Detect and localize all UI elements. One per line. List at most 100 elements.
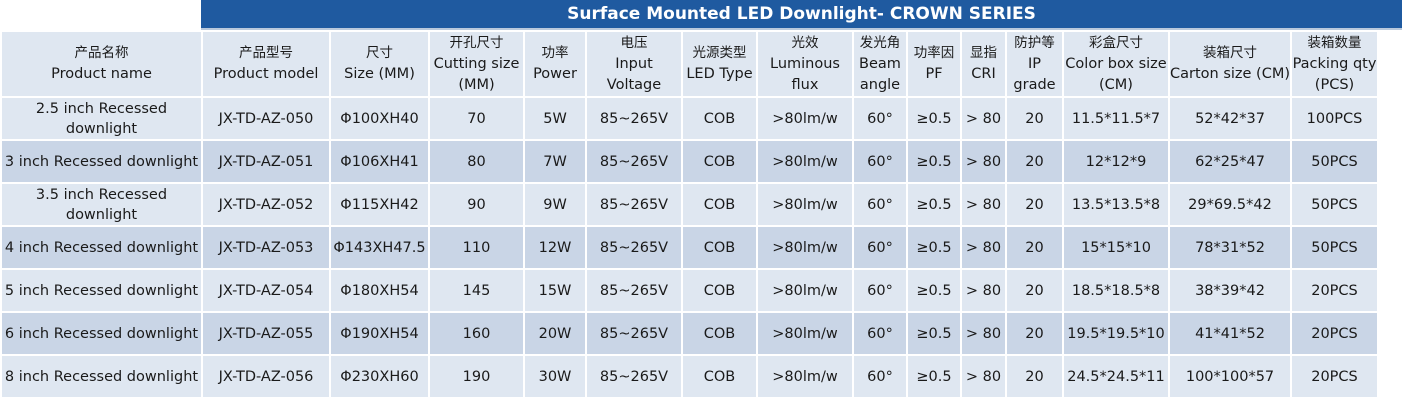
- header-power-zh: 功率: [541, 45, 569, 61]
- cell-beam-angle: 60°: [852, 139, 908, 184]
- cell-power: 12W: [523, 225, 587, 270]
- header-size-en: Size (MM): [344, 66, 415, 82]
- table-row: 6 inch Recessed downlight JX-TD-AZ-055 Φ19…: [0, 311, 1379, 356]
- cell-cri: > 80: [960, 139, 1007, 184]
- cell-cutting-size: 80: [428, 139, 525, 184]
- header-size-zh: 尺寸: [366, 45, 393, 61]
- header-row: 产品名称 Product name 产品型号 Product model 尺寸 Size …: [0, 30, 1379, 98]
- cell-pf: ≥0.5: [906, 139, 962, 184]
- cell-power: 15W: [523, 268, 587, 313]
- cell-size: Φ115XH42: [329, 182, 430, 227]
- cell-packing-qty: 100PCS: [1290, 96, 1379, 141]
- table-row: 5 inch Recessed downlight JX-TD-AZ-054 Φ18…: [0, 268, 1379, 313]
- cell-input-voltage: 85~265V: [585, 311, 683, 356]
- cell-carton-size: 100*100*57: [1168, 354, 1292, 399]
- table-row: 3.5 inch Recessed downlight JX-TD-AZ-052 Φ…: [0, 182, 1379, 227]
- cell-ip-grade: 20: [1005, 354, 1064, 399]
- header-input-voltage-zh: 电压: [620, 34, 648, 51]
- header-luminous-flux: 光效 Luminous flux: [756, 30, 854, 98]
- cell-color-box-size: 24.5*24.5*11: [1062, 354, 1170, 399]
- header-product-model: 产品型号 Product model: [201, 30, 331, 98]
- header-pf: 功率因 PF: [906, 30, 962, 98]
- header-input-voltage: 电压 Input Voltage: [585, 30, 683, 98]
- cell-carton-size: 62*25*47: [1168, 139, 1292, 184]
- cell-carton-size: 78*31*52: [1168, 225, 1292, 270]
- header-cutting-size-zh: 开孔尺寸: [449, 34, 504, 51]
- cell-beam-angle: 60°: [852, 354, 908, 399]
- cell-product-name: 3.5 inch Recessed downlight: [0, 182, 203, 227]
- cell-packing-qty: 50PCS: [1290, 139, 1379, 184]
- table-row: 3 inch Recessed downlight JX-TD-AZ-051 Φ10…: [0, 139, 1379, 184]
- header-beam-angle-en: Beam angle: [859, 55, 901, 93]
- cell-cutting-size: 110: [428, 225, 525, 270]
- cell-carton-size: 38*39*42: [1168, 268, 1292, 313]
- cell-led-type: COB: [681, 139, 758, 184]
- title-bar: Surface Mounted LED Downlight- CROWN SER…: [0, 0, 1402, 30]
- header-beam-angle: 发光角 Beam angle: [852, 30, 908, 98]
- header-power: 功率 Power: [523, 30, 587, 98]
- cell-pf: ≥0.5: [906, 354, 962, 399]
- cell-cutting-size: 190: [428, 354, 525, 399]
- header-cri-en: CRI: [971, 66, 996, 82]
- cell-carton-size: 41*41*52: [1168, 311, 1292, 356]
- cell-luminous-flux: >80lm/w: [756, 139, 854, 184]
- cell-product-name: 5 inch Recessed downlight: [0, 268, 203, 313]
- cell-beam-angle: 60°: [852, 96, 908, 141]
- cell-ip-grade: 20: [1005, 268, 1064, 313]
- cell-product-model: JX-TD-AZ-055: [201, 311, 331, 356]
- cell-cri: > 80: [960, 96, 1007, 141]
- cell-led-type: COB: [681, 268, 758, 313]
- cell-beam-angle: 60°: [852, 182, 908, 227]
- cell-led-type: COB: [681, 225, 758, 270]
- header-cutting-size-en: Cutting size (MM): [433, 55, 520, 93]
- cell-product-name: 2.5 inch Recessed downlight: [0, 96, 203, 141]
- cell-carton-size: 29*69.5*42: [1168, 182, 1292, 227]
- cell-luminous-flux: >80lm/w: [756, 182, 854, 227]
- cell-pf: ≥0.5: [906, 225, 962, 270]
- cell-input-voltage: 85~265V: [585, 182, 683, 227]
- cell-product-name: 8 inch Recessed downlight: [0, 354, 203, 399]
- cell-color-box-size: 19.5*19.5*10: [1062, 311, 1170, 356]
- cell-luminous-flux: >80lm/w: [756, 96, 854, 141]
- cell-power: 30W: [523, 354, 587, 399]
- cell-size: Φ100XH40: [329, 96, 430, 141]
- cell-packing-qty: 20PCS: [1290, 354, 1379, 399]
- cell-power: 9W: [523, 182, 587, 227]
- header-product-name-zh: 产品名称: [74, 45, 129, 61]
- cell-cri: > 80: [960, 182, 1007, 227]
- header-carton-size-zh: 装箱尺寸: [1203, 45, 1257, 61]
- header-luminous-flux-en: Luminous flux: [770, 55, 840, 93]
- table-row: 4 inch Recessed downlight JX-TD-AZ-053 Φ14…: [0, 225, 1379, 270]
- cell-carton-size: 52*42*37: [1168, 96, 1292, 141]
- header-cutting-size: 开孔尺寸 Cutting size (MM): [428, 30, 525, 98]
- header-pf-en: PF: [925, 66, 943, 82]
- cell-product-model: JX-TD-AZ-054: [201, 268, 331, 313]
- cell-beam-angle: 60°: [852, 311, 908, 356]
- header-led-type-zh: 光源类型: [692, 45, 747, 61]
- cell-led-type: COB: [681, 96, 758, 141]
- header-luminous-flux-zh: 光效: [791, 34, 819, 51]
- header-carton-size: 装箱尺寸 Carton size (CM): [1168, 30, 1292, 98]
- cell-color-box-size: 18.5*18.5*8: [1062, 268, 1170, 313]
- cell-pf: ≥0.5: [906, 311, 962, 356]
- header-beam-angle-zh: 发光角: [859, 34, 901, 51]
- header-pf-zh: 功率因: [913, 45, 955, 61]
- cell-cutting-size: 70: [428, 96, 525, 141]
- cell-color-box-size: 13.5*13.5*8: [1062, 182, 1170, 227]
- cell-led-type: COB: [681, 311, 758, 356]
- cell-input-voltage: 85~265V: [585, 354, 683, 399]
- header-packing-qty-en: Packing qty (PCS): [1292, 55, 1377, 93]
- header-product-model-zh: 产品型号: [239, 45, 293, 61]
- cell-size: Φ143XH47.5: [329, 225, 430, 270]
- cell-luminous-flux: >80lm/w: [756, 268, 854, 313]
- cell-power: 5W: [523, 96, 587, 141]
- cell-color-box-size: 12*12*9: [1062, 139, 1170, 184]
- header-product-model-en: Product model: [213, 66, 319, 82]
- header-cri-zh: 显指: [970, 45, 997, 61]
- cell-power: 7W: [523, 139, 587, 184]
- cell-cutting-size: 145: [428, 268, 525, 313]
- cell-product-name: 3 inch Recessed downlight: [0, 139, 203, 184]
- cell-packing-qty: 20PCS: [1290, 311, 1379, 356]
- header-size: 尺寸 Size (MM): [329, 30, 430, 98]
- header-cri: 显指 CRI: [960, 30, 1007, 98]
